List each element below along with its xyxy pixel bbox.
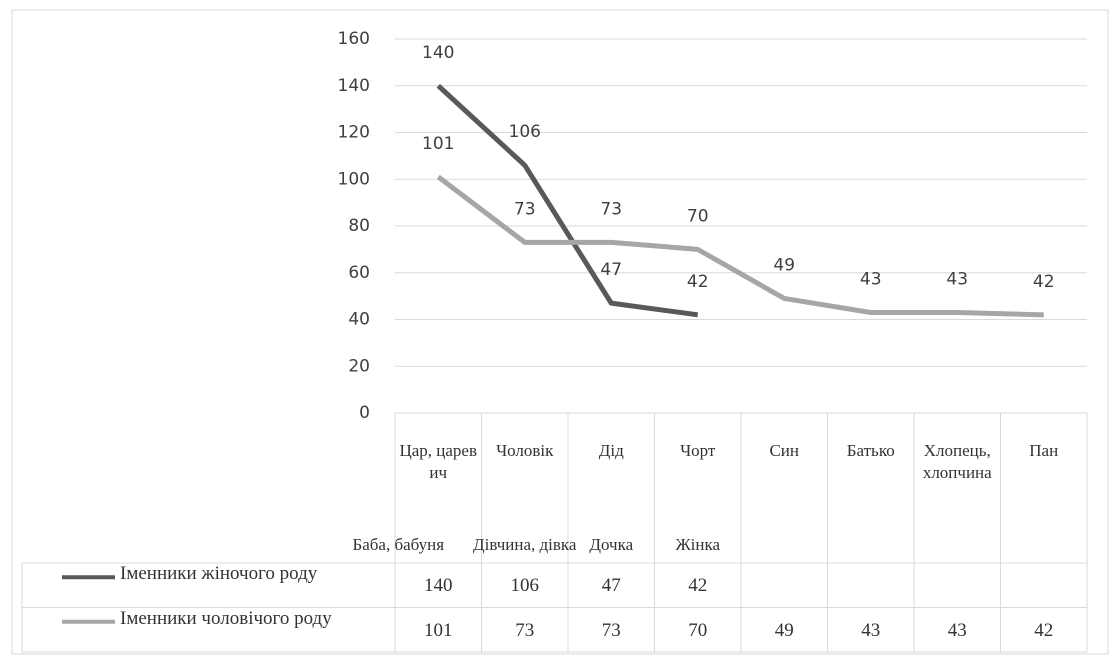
x-tick-label: Чоловік — [496, 441, 554, 460]
table-value: 43 — [861, 619, 881, 641]
data-label: 42 — [687, 272, 709, 292]
x-tick-label: Син — [769, 441, 800, 460]
table-value: 73 — [601, 619, 621, 641]
x-tick-label: Чорт — [680, 441, 716, 460]
y-tick-label: 80 — [348, 216, 370, 236]
table-value: 70 — [688, 619, 708, 641]
x-tick-label-secondary: Дівчина, дівка — [473, 535, 577, 554]
data-label: 43 — [946, 269, 968, 289]
legend-label: Іменники чоловічого роду — [120, 607, 332, 629]
y-tick-label: 140 — [338, 76, 370, 96]
x-tick-label-secondary: Дочка — [589, 535, 634, 554]
table-value: 140 — [424, 575, 453, 597]
y-tick-label: 40 — [348, 310, 370, 330]
x-tick-label: Цар, царевич — [399, 441, 478, 482]
data-label: 106 — [509, 122, 541, 142]
x-tick-label-secondary: Жінка — [675, 535, 721, 554]
data-label: 73 — [600, 199, 622, 219]
x-tick-label: Пан — [1029, 441, 1059, 460]
y-tick-label: 0 — [359, 403, 370, 423]
x-tick-label: Батько — [846, 441, 895, 460]
data-label: 43 — [860, 269, 882, 289]
data-label: 49 — [773, 255, 795, 275]
legend-label: Іменники жіночого роду — [120, 563, 318, 585]
table-value: 42 — [1034, 619, 1054, 641]
x-tick-label: Хлопець, хлопчина — [922, 441, 992, 482]
y-tick-label: 120 — [338, 123, 370, 143]
table-value: 42 — [688, 575, 708, 597]
chart-border — [11, 9, 1109, 655]
table-value: 49 — [774, 619, 794, 641]
x-tick-label-secondary: Баба, бабуня — [352, 535, 445, 554]
data-label: 42 — [1033, 272, 1055, 292]
x-tick-label: Дід — [598, 441, 624, 460]
y-tick-label: 60 — [348, 263, 370, 283]
data-label: 70 — [687, 206, 709, 226]
table-value: 43 — [947, 619, 967, 641]
table-value: 106 — [510, 575, 540, 597]
table-value: 73 — [515, 619, 535, 641]
series-line — [436, 83, 699, 318]
series-line — [436, 174, 1044, 318]
y-tick-label: 100 — [338, 169, 370, 189]
table-value: 47 — [601, 575, 621, 597]
y-tick-label: 20 — [348, 356, 370, 376]
data-label: 47 — [600, 260, 622, 280]
data-label: 73 — [514, 199, 536, 219]
data-label: 140 — [422, 43, 454, 63]
y-tick-label: 160 — [338, 29, 370, 49]
table-value: 101 — [424, 619, 453, 641]
data-label: 101 — [422, 134, 454, 154]
